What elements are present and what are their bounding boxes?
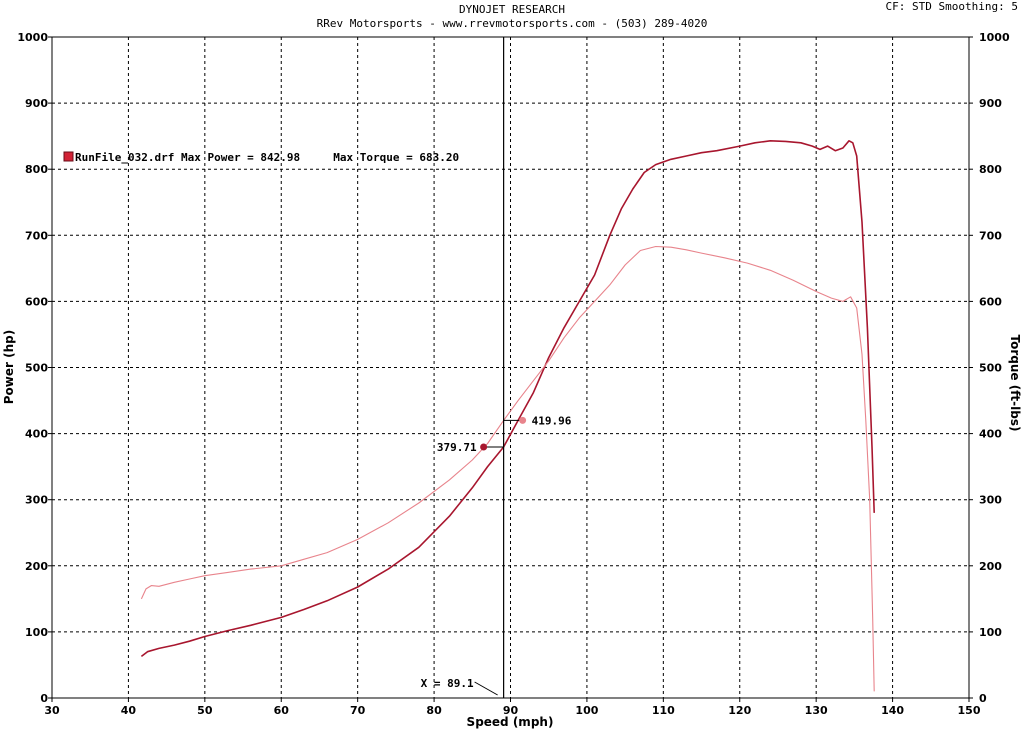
left-y-tick-label: 800 (25, 163, 48, 176)
right-y-tick-label: 0 (979, 692, 987, 705)
left-y-tick-label: 100 (25, 626, 48, 639)
right-y-tick-label: 400 (979, 428, 1002, 441)
right-y-tick-label: 500 (979, 362, 1002, 375)
left-y-tick-label: 700 (25, 229, 48, 242)
power-marker-dot (480, 443, 488, 451)
right-y-tick-label: 100 (979, 626, 1002, 639)
grid-lines (52, 37, 969, 698)
right-y-tick-label: 1000 (979, 31, 1010, 44)
x-axis-label: Speed (mph) (467, 715, 554, 729)
x-tick-label: 50 (197, 704, 213, 717)
cursor-readout-leader (474, 681, 498, 696)
chart-subtitle: RRev Motorsports - www.rrevmotorsports.c… (316, 17, 708, 30)
legend-text: RunFile_032.drf Max Power = 842.98 Max T… (75, 151, 459, 164)
right-y-axis-ticks: 0 100 200 300 400 500 600 700 800 900 1000 (969, 31, 1010, 705)
torque-curve (140, 245, 875, 692)
right-y-tick-label: 900 (979, 97, 1002, 110)
x-axis-ticks: 30 40 50 60 70 80 90 100 110 120 130 140 150 (44, 698, 981, 717)
legend-swatch (63, 151, 74, 162)
x-tick-label: 150 (958, 704, 981, 717)
power-curve (140, 140, 875, 658)
speed-cursor[interactable]: 379.71 419.96 X = 89.1 (421, 37, 572, 698)
torque-marker-label: 419.96 (532, 414, 572, 427)
right-y-tick-label: 300 (979, 494, 1002, 507)
left-y-tick-label: 1000 (17, 31, 48, 44)
x-tick-label: 120 (728, 704, 751, 717)
chart-title: DYNOJET RESEARCH (459, 3, 565, 16)
x-tick-label: 70 (350, 704, 366, 717)
left-y-tick-label: 300 (25, 494, 48, 507)
x-tick-label: 110 (652, 704, 675, 717)
right-y-axis-label: Torque (ft-lbs) (1008, 335, 1022, 432)
left-y-axis-label: Power (hp) (2, 330, 16, 404)
left-y-tick-label: 200 (25, 560, 48, 573)
x-tick-label: 130 (805, 704, 828, 717)
x-tick-label: 80 (426, 704, 442, 717)
right-y-tick-label: 600 (979, 295, 1002, 308)
right-y-tick-label: 700 (979, 229, 1002, 242)
x-tick-label: 30 (44, 704, 60, 717)
cursor-readout: X = 89.1 (421, 677, 474, 690)
left-y-tick-label: 900 (25, 97, 48, 110)
x-tick-label: 60 (274, 704, 290, 717)
x-tick-label: 140 (881, 704, 904, 717)
power-marker-label: 379.71 (437, 441, 477, 454)
x-tick-label: 100 (575, 704, 598, 717)
right-y-tick-label: 800 (979, 163, 1002, 176)
left-y-tick-label: 500 (25, 362, 48, 375)
left-y-axis-ticks: 0 100 200 300 400 500 600 700 800 900 1000 (17, 31, 52, 705)
x-tick-label: 90 (503, 704, 519, 717)
correction-settings: CF: STD Smoothing: 5 (885, 0, 1018, 13)
right-y-tick-label: 200 (979, 560, 1002, 573)
left-y-tick-label: 0 (40, 692, 48, 705)
x-tick-label: 40 (121, 704, 137, 717)
left-y-tick-label: 400 (25, 428, 48, 441)
left-y-tick-label: 600 (25, 295, 48, 308)
series-lines (140, 140, 875, 692)
torque-marker-dot (519, 416, 527, 424)
